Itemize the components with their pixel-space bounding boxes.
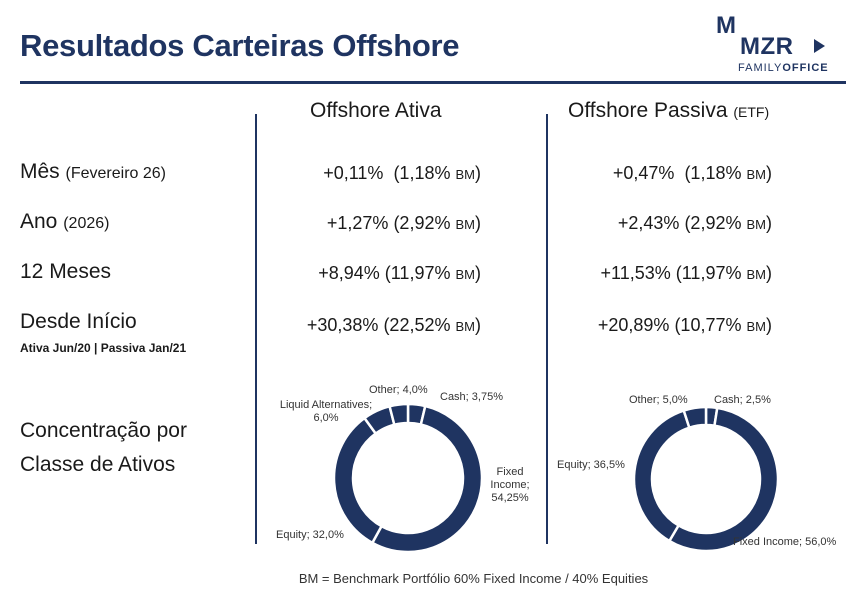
passiva-label-equity: Equity; 36,5%: [557, 459, 625, 471]
donut-chart-passiva: [632, 405, 780, 553]
ativa-label-fixed-income: Fixed Income; 54,25%: [490, 466, 530, 504]
passiva-label-fixed-income: Fixed Income; 56,0%: [733, 536, 837, 548]
row-label-mes: Mês (Fevereiro 26): [20, 160, 167, 183]
column-title-passiva: Offshore Passiva (ETF): [568, 99, 770, 122]
donut-chart-ativa: [332, 402, 484, 554]
row-label-desde-inicio: Desde Início: [20, 310, 137, 333]
passiva-label-cash: Cash; 2,5%: [714, 394, 771, 406]
company-logo: M MZR FAMILYOFFICE: [716, 12, 846, 74]
value-ativa-ano: +1,27% (2,92% BM): [326, 213, 481, 233]
donut-slice-fixed-income: [370, 404, 484, 554]
footnote: BM = Benchmark Portfólio 60% Fixed Incom…: [298, 571, 649, 586]
value-ativa-12-meses: +8,94% (11,97% BM): [318, 263, 481, 283]
donut-slice-other: [388, 402, 410, 427]
logo-subtitle: FAMILYOFFICE: [738, 62, 829, 74]
header-divider: [20, 81, 846, 84]
logo-name: MZR: [740, 33, 794, 60]
logo-mark: M: [716, 12, 736, 39]
ativa-label-equity: Equity; 32,0%: [276, 529, 344, 541]
value-passiva-ano: +2,43% (2,92% BM): [617, 213, 772, 233]
column-divider-passiva: [546, 114, 548, 544]
ativa-label-cash: Cash; 3,75%: [440, 391, 503, 403]
row-label-ano: Ano (2026): [20, 210, 110, 233]
passiva-label-other: Other; 5,0%: [629, 394, 688, 406]
value-ativa-mes: +0,11% (1,18% BM): [323, 163, 481, 183]
value-passiva-12-meses: +11,53% (11,97% BM): [600, 263, 772, 283]
value-passiva-mes: +0,47% (1,18% BM): [612, 163, 772, 183]
page-title: Resultados Carteiras Offshore: [20, 28, 460, 63]
value-passiva-desde-inicio: +20,89% (10,77% BM): [597, 315, 772, 335]
donut-slice-equity: [332, 416, 384, 545]
logo-arrow-icon: [814, 39, 825, 53]
ativa-label-other: Other; 4,0%: [369, 384, 428, 396]
value-ativa-desde-inicio: +30,38% (22,52% BM): [306, 315, 481, 335]
concentration-label: Concentração por Classe de Ativos: [20, 419, 187, 476]
donut-slice-other: [682, 405, 708, 430]
row-label-12-meses: 12 Meses: [20, 260, 112, 283]
column-divider-ativa: [255, 114, 257, 544]
row-sublabel-start-dates: Ativa Jun/20 | Passiva Jan/21: [20, 341, 187, 355]
donut-slice-equity: [632, 408, 691, 543]
ativa-label-liquid-alternatives: Liquid Alternatives; 6,0%: [279, 399, 373, 424]
column-title-ativa: Offshore Ativa: [310, 99, 442, 122]
